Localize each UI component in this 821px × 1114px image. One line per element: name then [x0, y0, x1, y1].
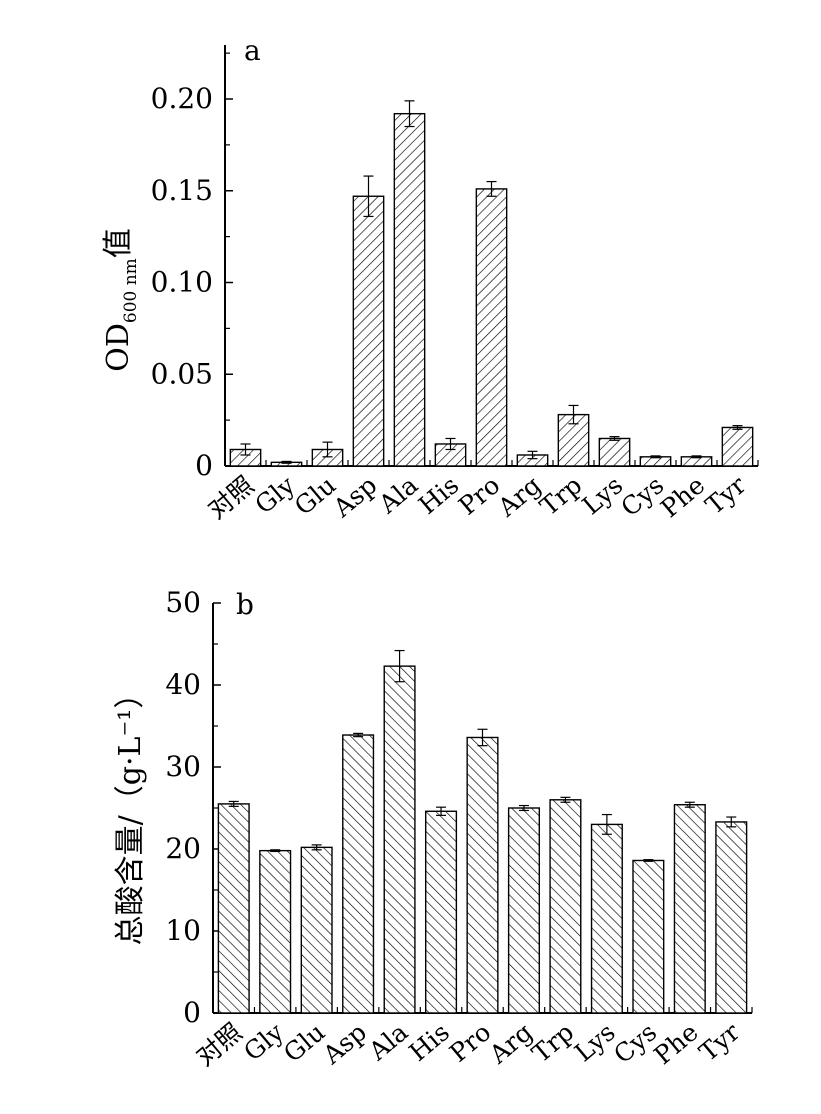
bar-a-4: [393, 112, 426, 467]
y-tick-label-a-3: 0.15: [151, 174, 213, 207]
panel-label-a: a: [244, 34, 261, 67]
y-tick-label-b-5: 50: [165, 586, 201, 619]
bar-b-8: [549, 799, 582, 1014]
bar-b-12: [715, 821, 748, 1014]
panel-label-b: b: [236, 588, 254, 621]
y-tick-label-a-0: 0: [195, 449, 213, 482]
chart-panel-a: a OD600 nm值 00.050.100.150.20对照GlyGluAsp…: [101, 34, 759, 525]
svg-text:OD600 nm值: OD600 nm值: [101, 228, 141, 372]
bar-b-6: [466, 736, 499, 1014]
marks-a: 00.050.100.150.20对照GlyGluAspAlaHisProArg…: [151, 45, 759, 525]
marks-b: 01020304050对照GlyGluAspAlaHisProArgTrpLys…: [165, 586, 753, 1072]
y-tick-label-b-1: 10: [165, 914, 201, 947]
bar-b-0: [217, 803, 250, 1014]
bar-a-12: [721, 426, 754, 467]
y-axis-title-main: OD: [101, 323, 136, 372]
bar-a-9: [598, 437, 631, 467]
bar-b-11: [673, 804, 706, 1014]
bar-b-4: [383, 665, 416, 1014]
y-axis-title-subscript: 600 nm: [121, 258, 141, 323]
bar-b-10: [632, 859, 665, 1014]
y-axis-title-a: OD600 nm值: [101, 228, 141, 372]
y-axis-title-b: 总酸含量/（g·L⁻¹）: [113, 679, 148, 946]
y-tick-label-a-2: 0.10: [151, 266, 213, 299]
y-tick-label-a-1: 0.05: [151, 357, 213, 390]
y-axis-title: 总酸含量/（g·L⁻¹）: [113, 679, 148, 946]
x-tick-label-b-12: Tyr: [694, 1017, 745, 1067]
bar-b-5: [424, 810, 458, 1014]
bar-b-7: [507, 807, 541, 1014]
y-tick-label-a-4: 0.20: [151, 82, 213, 115]
bar-b-1: [259, 849, 292, 1014]
y-tick-label-b-3: 30: [165, 750, 201, 783]
bar-b-3: [342, 734, 375, 1014]
y-tick-label-b-2: 20: [165, 832, 201, 865]
y-tick-label-b-0: 0: [183, 996, 201, 1029]
chart-panel-b: b 总酸含量/（g·L⁻¹） 01020304050对照GlyGluAspAla…: [113, 586, 753, 1072]
bar-a-6: [475, 188, 508, 467]
bar-b-9: [590, 823, 623, 1014]
y-tick-label-b-4: 40: [165, 668, 201, 701]
bar-a-3: [352, 195, 385, 467]
bar-b-2: [300, 846, 333, 1014]
x-tick-label-a-12: Tyr: [700, 470, 751, 520]
y-axis-title-suffix: 值: [101, 228, 136, 258]
